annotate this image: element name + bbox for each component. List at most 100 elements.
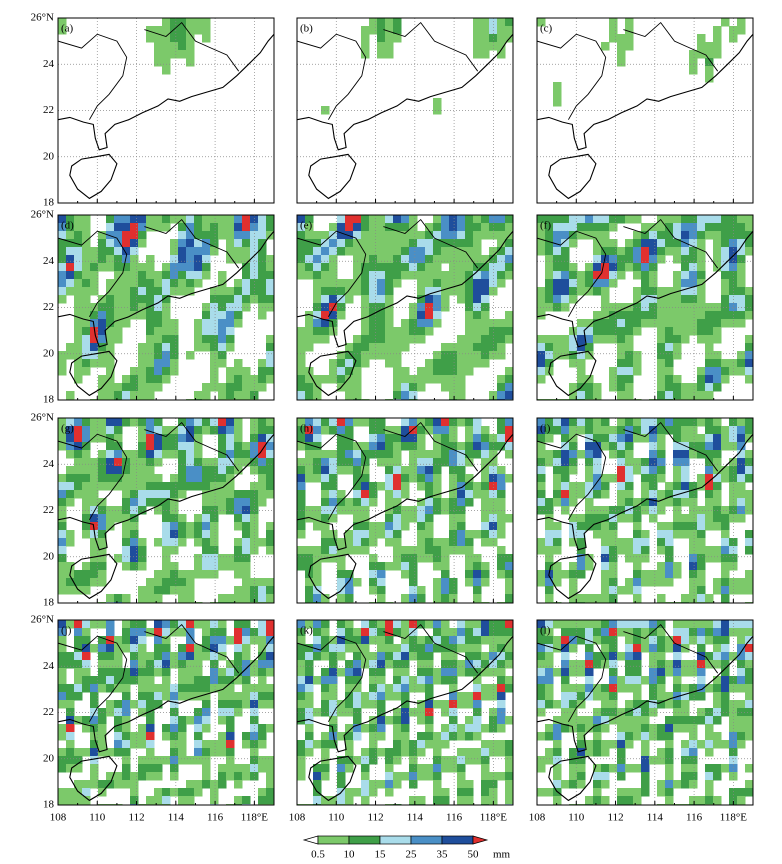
precip-cell — [226, 319, 235, 328]
precip-cell — [433, 538, 442, 547]
precip-cell — [361, 466, 370, 475]
precip-cell — [593, 732, 602, 741]
precip-cell — [297, 359, 306, 368]
precip-cell — [633, 359, 642, 368]
precip-cell — [353, 724, 362, 733]
precip-cell — [82, 239, 91, 248]
precip-cell — [425, 700, 434, 709]
precip-cell — [170, 26, 179, 35]
precip-cell — [266, 594, 274, 603]
precip-cell — [425, 279, 434, 288]
precip-cell — [58, 546, 67, 555]
precip-cell — [345, 247, 354, 256]
precip-cell — [585, 271, 594, 280]
precip-cell — [401, 636, 410, 645]
precip-cell — [146, 748, 155, 757]
precip-cell — [202, 303, 211, 312]
precip-cell — [353, 498, 362, 507]
precip-cell — [297, 522, 306, 531]
precip-cell — [345, 788, 354, 797]
precip-cell — [154, 700, 163, 709]
precip-cell — [681, 255, 690, 264]
precip-cell — [553, 764, 562, 773]
precip-cell — [138, 375, 147, 384]
precip-cell — [465, 660, 474, 669]
precip-cell — [138, 586, 147, 595]
precip-cell — [337, 772, 346, 781]
precip-cell — [82, 636, 91, 645]
precip-cell — [489, 780, 498, 789]
precip-cell — [577, 287, 586, 296]
precip-cell — [657, 732, 666, 741]
precip-cell — [74, 311, 83, 320]
precip-cell — [202, 708, 211, 717]
precip-cell — [673, 562, 682, 571]
precip-cell — [689, 740, 698, 749]
precip-cell — [218, 474, 227, 483]
precip-cell — [689, 490, 698, 499]
precip-cell — [186, 215, 195, 224]
precip-cell — [66, 351, 75, 360]
precip-cell — [250, 578, 259, 587]
precip-cell — [90, 426, 99, 435]
precip-cell — [577, 418, 586, 427]
precip-cell — [210, 418, 219, 427]
precip-cell — [345, 594, 354, 603]
precip-cell — [681, 231, 690, 240]
precip-cell — [545, 732, 554, 741]
precip-cell — [593, 215, 602, 224]
precip-cell — [305, 255, 314, 264]
precip-cell — [681, 474, 690, 483]
precip-cell — [345, 442, 354, 451]
precip-cell — [297, 391, 306, 400]
precip-cell — [569, 522, 578, 531]
precip-cell — [321, 106, 330, 115]
precip-cell — [401, 490, 410, 499]
precip-cell — [170, 748, 179, 757]
precip-cell — [705, 311, 714, 320]
precip-cell — [82, 263, 91, 272]
precip-cell — [705, 450, 714, 459]
precip-cell — [713, 474, 722, 483]
precip-cell — [258, 620, 267, 629]
precip-cell — [417, 319, 426, 328]
precip-cell — [417, 506, 426, 515]
precip-cell — [481, 434, 490, 443]
precip-cell — [489, 42, 498, 51]
precip-cell — [457, 239, 466, 248]
precip-cell — [449, 367, 458, 376]
coastline — [58, 230, 274, 348]
precip-cell — [393, 716, 402, 725]
precip-cell — [218, 223, 227, 232]
precip-cell — [601, 514, 610, 523]
precip-cell — [505, 740, 513, 749]
precip-cell — [409, 594, 418, 603]
precip-cell — [162, 26, 171, 35]
precip-cell — [66, 263, 75, 272]
precip-cell — [721, 287, 730, 296]
precip-cell — [457, 391, 466, 400]
precip-cell — [297, 684, 306, 693]
precip-cell — [82, 780, 91, 789]
precip-cell — [337, 644, 346, 653]
precip-cell — [601, 490, 610, 499]
precip-cell — [266, 788, 274, 797]
precip-cell — [689, 748, 698, 757]
precip-cell — [186, 620, 195, 629]
precip-cell — [481, 18, 490, 27]
precip-cell — [601, 271, 610, 280]
precip-cell — [361, 644, 370, 653]
precip-cell — [537, 359, 546, 368]
precip-cell — [665, 530, 674, 539]
precip-cell — [385, 434, 394, 443]
precip-cell — [154, 42, 163, 51]
precip-cell — [250, 490, 259, 499]
precip-cell — [705, 788, 714, 797]
hainan-coast — [308, 153, 357, 200]
precip-cell — [130, 636, 139, 645]
precip-cell — [401, 335, 410, 344]
precip-cell — [537, 692, 546, 701]
precip-cell — [321, 692, 330, 701]
precip-cell — [657, 748, 666, 757]
precip-cell — [345, 764, 354, 773]
